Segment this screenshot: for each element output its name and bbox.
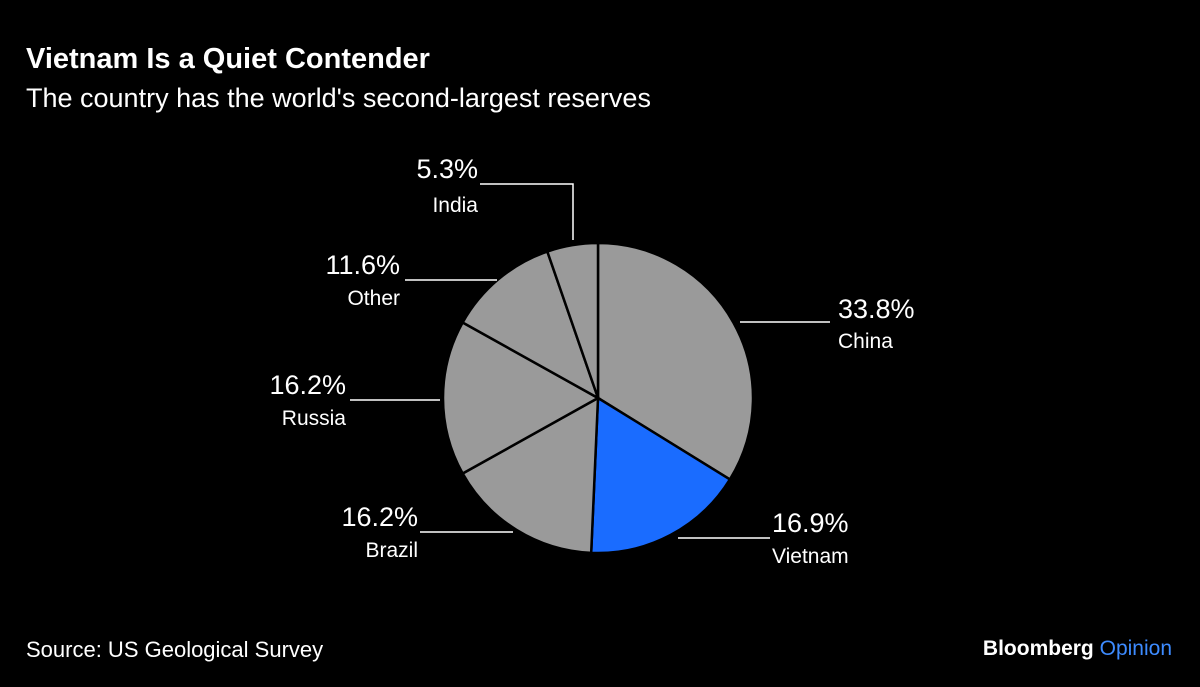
- category-label: China: [838, 330, 893, 353]
- brand-name: Bloomberg: [983, 637, 1094, 660]
- value-label: 16.2%: [269, 370, 346, 400]
- leader-line: [480, 183, 574, 240]
- category-label: Russia: [282, 407, 347, 430]
- brand-product: Opinion: [1100, 637, 1172, 660]
- pie-slice: [545, 241, 600, 399]
- category-label: Vietnam: [772, 545, 849, 568]
- value-label: 16.2%: [341, 502, 418, 532]
- value-label: 11.6%: [325, 250, 400, 280]
- source: Source: US Geological Survey: [26, 637, 323, 662]
- pie-slice: [589, 395, 732, 555]
- pie-slice: [596, 241, 755, 482]
- brand: Bloomberg Opinion: [983, 637, 1172, 660]
- pie-slice: [441, 320, 601, 476]
- value-label: 5.3%: [416, 154, 478, 184]
- category-label: India: [432, 194, 478, 217]
- value-label: 16.9%: [772, 508, 849, 538]
- pie-slice: [460, 249, 601, 401]
- category-label: Other: [347, 287, 400, 310]
- category-label: Brazil: [365, 539, 418, 562]
- pie-slice: [460, 395, 600, 555]
- chart-subtitle: The country has the world's second-large…: [26, 83, 651, 113]
- value-label: 33.8%: [838, 294, 915, 324]
- chart-title: Vietnam Is a Quiet Contender: [26, 43, 430, 75]
